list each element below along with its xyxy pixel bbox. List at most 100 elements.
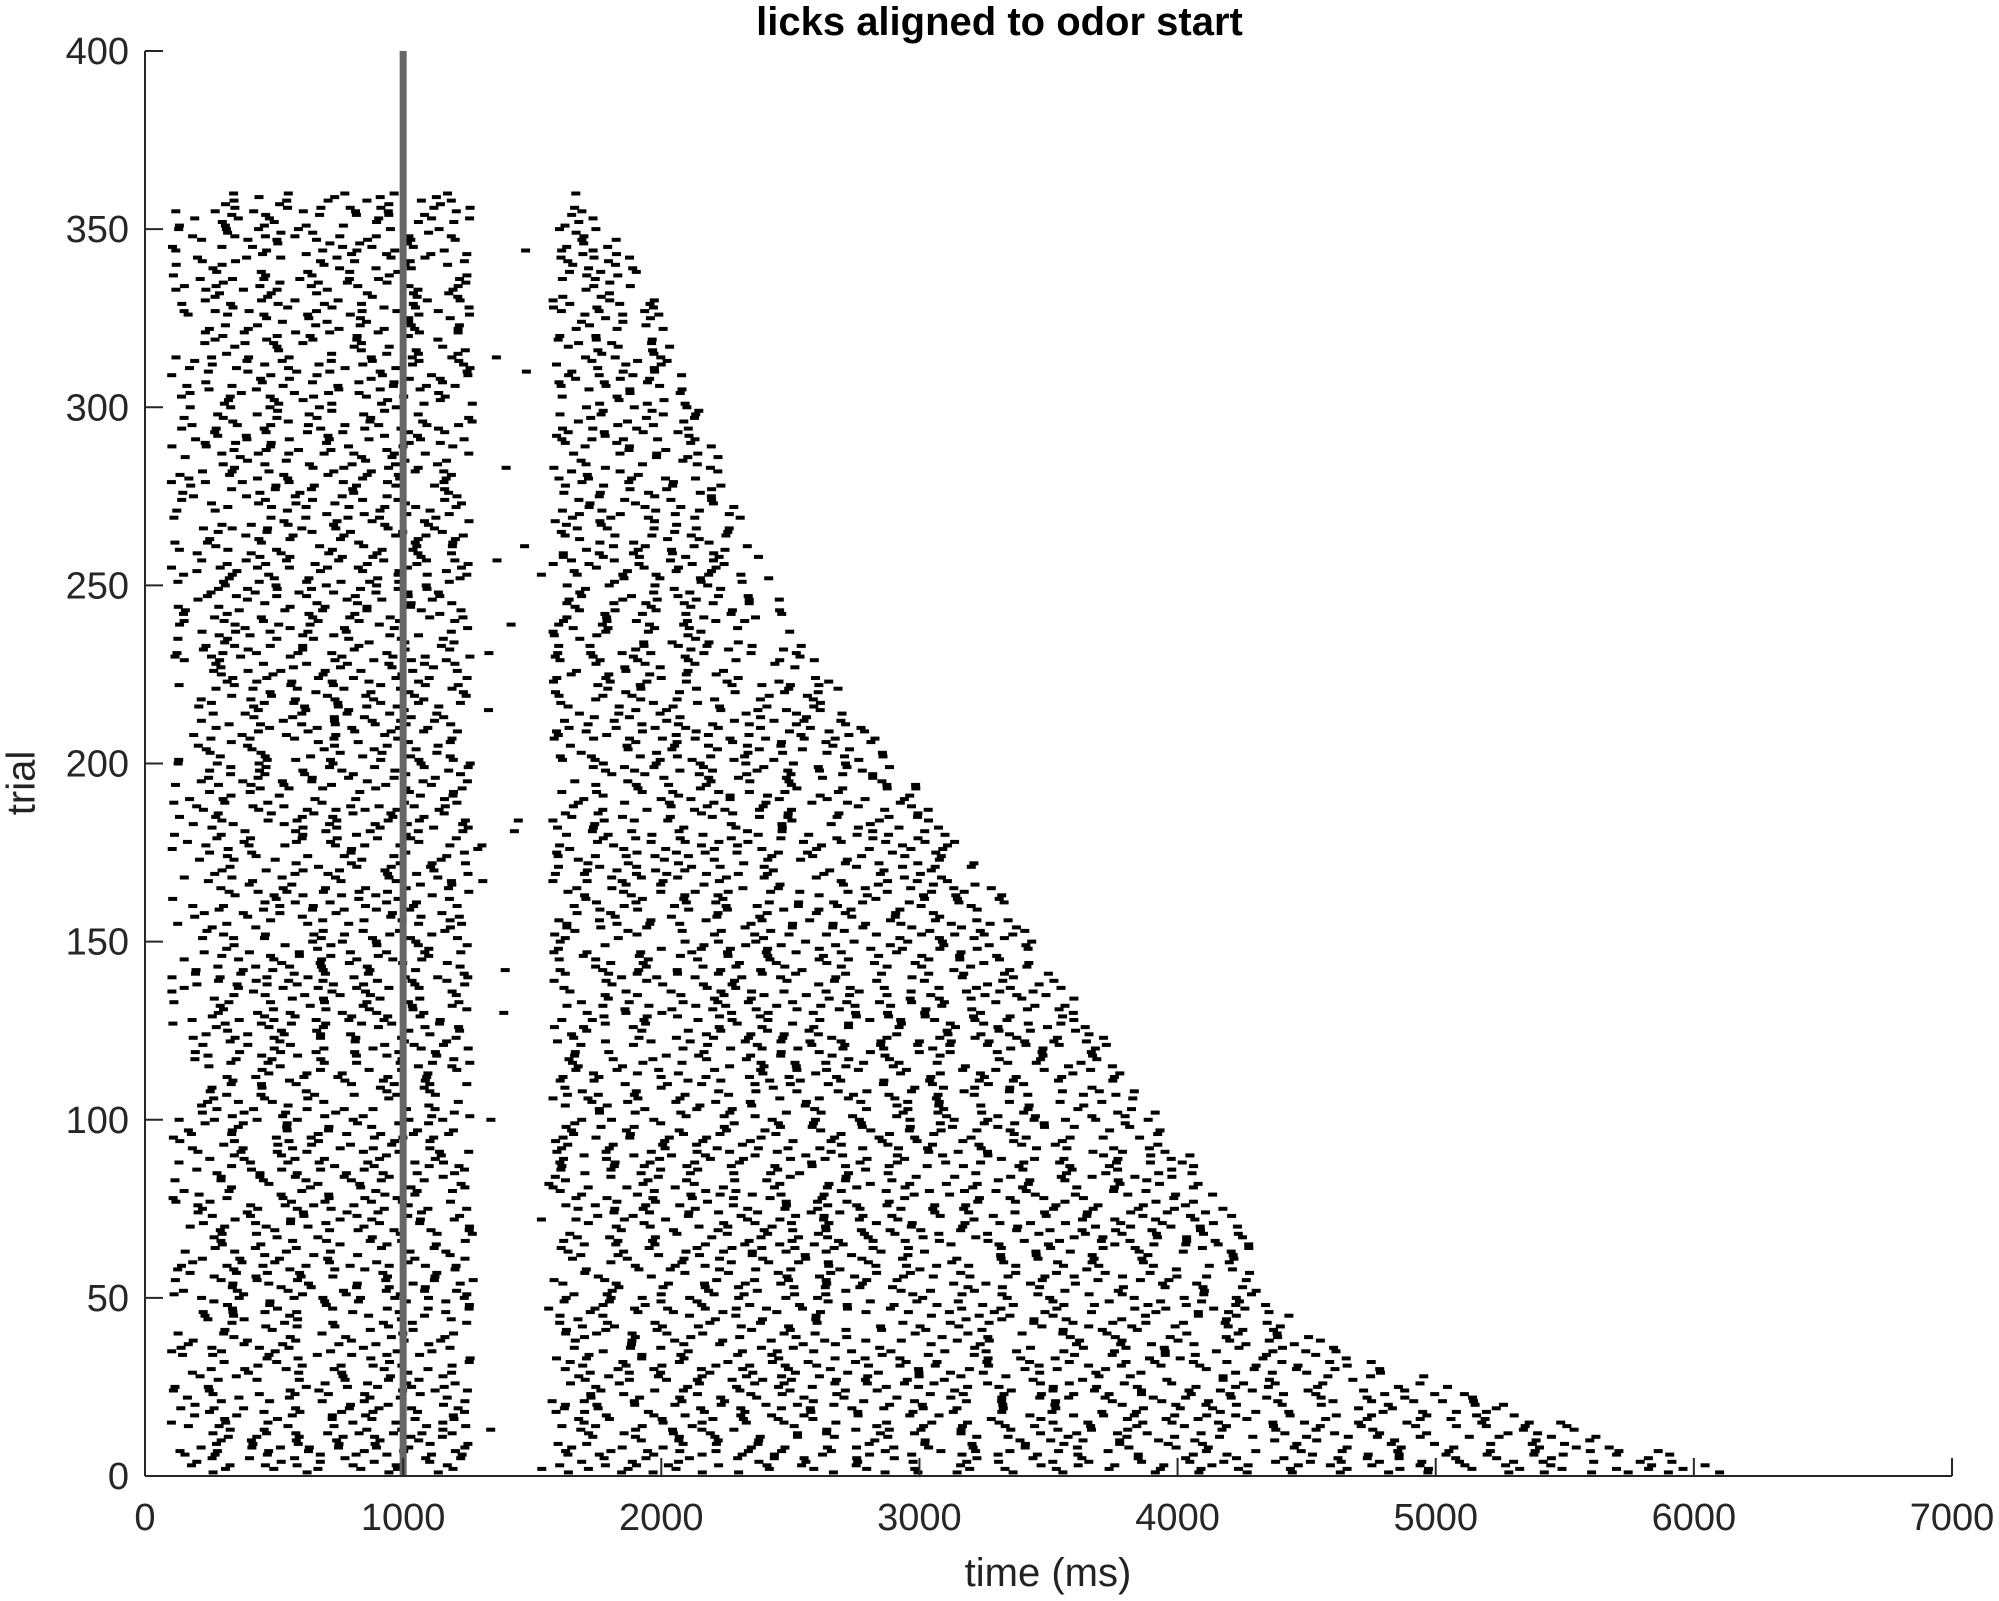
lick-mark [606, 1174, 616, 1179]
lick-mark [371, 907, 381, 912]
lick-mark [1331, 1349, 1341, 1354]
lick-mark [971, 1171, 981, 1176]
lick-mark [174, 757, 184, 762]
lick-mark [920, 1249, 929, 1254]
lick-mark [421, 383, 431, 388]
lick-mark [548, 1185, 558, 1190]
lick-mark [1020, 1039, 1030, 1044]
lick-mark [294, 953, 304, 958]
lick-mark [332, 836, 342, 841]
lick-mark [644, 490, 654, 495]
lick-mark [579, 1025, 589, 1030]
lick-mark [682, 1178, 692, 1183]
lick-mark [1243, 1463, 1253, 1468]
lick-mark [259, 312, 269, 317]
lick-mark [1135, 1278, 1145, 1283]
lick-mark [619, 1217, 629, 1222]
lick-mark [294, 1434, 304, 1439]
lick-mark [1311, 1427, 1321, 1432]
lick-mark [1208, 1192, 1218, 1197]
lick-mark [648, 1196, 658, 1201]
lick-mark [1113, 1431, 1122, 1436]
lick-mark [970, 1035, 980, 1040]
lick-mark [716, 989, 726, 994]
lick-mark [235, 1256, 245, 1261]
lick-mark [1096, 1238, 1106, 1243]
lick-mark [561, 1124, 571, 1129]
lick-mark [389, 1082, 399, 1087]
lick-mark [359, 1224, 369, 1229]
lick-mark [1109, 1189, 1119, 1193]
lick-mark [1181, 1395, 1191, 1400]
lick-mark [214, 907, 224, 912]
lick-mark [302, 661, 312, 666]
lick-mark [821, 932, 831, 937]
lick-mark [377, 597, 387, 602]
lick-mark [565, 1360, 575, 1364]
lick-mark [1481, 1409, 1491, 1414]
lick-mark [601, 978, 611, 983]
lick-mark [1138, 1203, 1148, 1208]
lick-mark [923, 807, 933, 812]
lick-mark [857, 1281, 867, 1286]
lick-mark [630, 1402, 640, 1407]
lick-mark [1160, 1285, 1170, 1290]
lick-mark [1209, 1306, 1219, 1311]
lick-mark [871, 1263, 881, 1268]
lick-mark [298, 832, 308, 837]
lick-mark [251, 854, 261, 859]
lick-mark [292, 1463, 302, 1468]
lick-mark [321, 829, 331, 834]
lick-mark [753, 1146, 763, 1151]
lick-mark [261, 1224, 271, 1229]
lick-mark [670, 743, 680, 748]
lick-mark [1040, 1124, 1049, 1129]
lick-mark [261, 562, 271, 566]
lick-mark [727, 982, 737, 987]
lick-mark [454, 358, 464, 363]
lick-mark [733, 626, 743, 631]
lick-mark [637, 1424, 647, 1429]
lick-mark [360, 1196, 370, 1201]
lick-mark [267, 505, 276, 509]
lick-mark [618, 1064, 627, 1069]
lick-mark [198, 1310, 208, 1315]
lick-mark [454, 1000, 464, 1005]
lick-mark [601, 768, 610, 773]
lick-mark [743, 594, 753, 599]
lick-mark [669, 586, 679, 591]
lick-mark [1056, 1021, 1066, 1026]
lick-mark [911, 782, 921, 787]
lick-mark [440, 430, 450, 435]
lick-mark [879, 1406, 889, 1411]
lick-mark [596, 412, 606, 417]
lick-mark [265, 1399, 275, 1404]
lick-mark [776, 943, 786, 948]
lick-mark [491, 355, 501, 360]
lick-mark [877, 750, 887, 755]
lick-mark [290, 1456, 300, 1461]
lick-mark [901, 1067, 911, 1072]
lick-mark [280, 1203, 290, 1208]
lick-mark [404, 690, 414, 695]
lick-mark [599, 818, 609, 823]
lick-mark [892, 950, 902, 955]
lick-mark [562, 921, 572, 926]
lick-mark [1020, 1441, 1030, 1446]
lick-mark [1273, 1335, 1283, 1340]
lick-mark [555, 334, 565, 338]
lick-mark [420, 654, 430, 659]
lick-mark [244, 309, 254, 314]
lick-mark [413, 465, 423, 470]
lick-mark [755, 697, 765, 702]
lick-mark [868, 1238, 878, 1243]
lick-mark [458, 822, 468, 827]
lick-mark [318, 918, 328, 923]
lick-mark [323, 1392, 333, 1397]
lick-mark [350, 729, 360, 734]
lick-mark [763, 953, 773, 958]
lick-mark [853, 825, 863, 830]
lick-mark [263, 1420, 273, 1425]
lick-mark [600, 433, 610, 438]
lick-mark [1199, 1292, 1209, 1297]
